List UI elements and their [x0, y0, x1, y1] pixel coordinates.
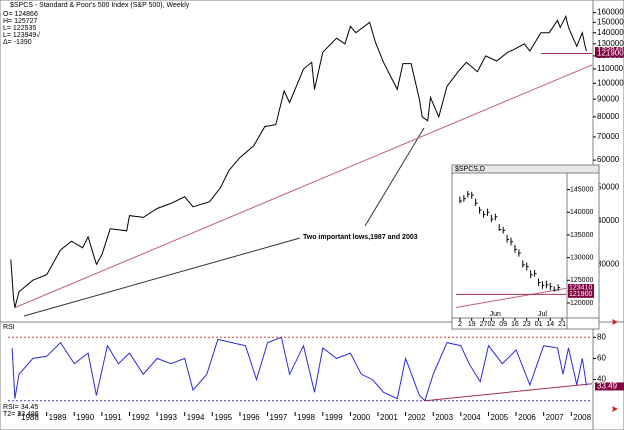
x-tick-label: 2006: [518, 413, 536, 422]
x-tick-label: 1996: [242, 413, 260, 422]
x-tick-label: 1991: [104, 413, 122, 422]
x-tick-label: 1992: [131, 413, 149, 422]
arrow: [364, 127, 425, 227]
value-marker-label: 123410: [569, 284, 592, 291]
x-tick-label: 2008: [573, 413, 591, 422]
x-tick-label: 2003: [435, 413, 453, 422]
x-tick-label: 2001: [380, 413, 398, 422]
x-tick-label: 1988: [21, 413, 39, 422]
info-line: O= 124866: [3, 11, 38, 18]
x-tick-label: 1994: [187, 413, 205, 422]
value-marker: [568, 283, 594, 291]
price-line: [11, 336, 587, 402]
x-tick-label: 1989: [49, 413, 67, 422]
trendline: [14, 64, 593, 309]
y-tick-label: 160000: [597, 8, 624, 17]
value-marker: [595, 382, 624, 391]
x-tick-label: 1998: [297, 413, 315, 422]
x-tick-label: 21: [558, 321, 566, 328]
x-tick-label: 16: [511, 321, 519, 328]
x-tick-label: 01: [535, 321, 543, 328]
x-tick-label: 14: [546, 321, 554, 328]
inset-title: $SPCS,D: [455, 166, 485, 173]
x-tick-label: 2004: [463, 413, 481, 422]
x-tick-label: 02: [487, 321, 495, 328]
value-marker-label: 33.49: [597, 382, 618, 391]
readout: T2= 33.486: [3, 411, 39, 418]
y-tick-label: 70000: [597, 132, 620, 141]
x-tick-label: 23: [523, 321, 531, 328]
inset-window: [451, 164, 600, 330]
info-line: Δ= -1390: [3, 39, 32, 46]
info-line: H= 125727: [3, 18, 38, 25]
annotation: Two important lows,1987 and 2003: [303, 234, 418, 241]
y-tick-label: 40: [597, 375, 606, 384]
x-tick-label: 1993: [159, 413, 177, 422]
y-tick-label: 140000: [570, 209, 593, 216]
x-tick-label: 2005: [490, 413, 508, 422]
info-line: L= 122535: [3, 25, 36, 32]
value-marker: [595, 49, 624, 58]
x-tick-label: 1990: [76, 413, 94, 422]
x-tick-label: 2002: [408, 413, 426, 422]
y-tick-label: 150000: [597, 17, 624, 26]
pane-title: RSI: [3, 324, 15, 331]
y-tick-label: 30000: [597, 259, 620, 268]
readout: RSI= 34.45: [3, 404, 38, 411]
y-tick-label: 80: [597, 332, 606, 341]
scroll-arrow[interactable]: [612, 406, 618, 412]
y-tick-label: 60000: [597, 155, 620, 164]
y-tick-label: 90000: [597, 94, 620, 103]
trendline: [455, 287, 567, 308]
info-box: O= 124866 H= 125727 L= 122535 L= 123949√…: [3, 11, 40, 46]
y-tick-label: 125000: [570, 277, 593, 284]
y-tick-label: 130000: [597, 39, 624, 48]
y-tick-label: 120000: [570, 300, 593, 307]
y-tick-label: 135000: [570, 232, 593, 239]
y-tick-label: 50000: [597, 183, 620, 192]
y-tick-label: 140000: [597, 28, 624, 37]
x-tick-label: 1997: [270, 413, 288, 422]
y-tick-label: 40000: [597, 216, 620, 225]
inset-titlebar: [451, 164, 600, 174]
x-tick-label: 1995: [214, 413, 232, 422]
arrow: [23, 237, 301, 317]
y-tick-label: 145000: [570, 186, 593, 193]
x-tick-label: 2007: [546, 413, 564, 422]
y-tick-label: 60: [597, 354, 606, 363]
window-title: $SPCS - Standard & Poor's 500 Index (S&P…: [10, 2, 190, 9]
x-tick-label: 2000: [352, 413, 370, 422]
y-tick-label: 100000: [597, 78, 624, 87]
price-line: [10, 14, 587, 308]
x-tick-label: 2: [458, 321, 462, 328]
trendline: [424, 383, 593, 402]
y-tick-label: 110000: [597, 64, 624, 73]
x-tick-label: 1999: [325, 413, 343, 422]
value-marker-label: 121900: [569, 291, 592, 298]
scroll-arrow[interactable]: [612, 319, 618, 325]
month-label: Jun: [490, 311, 501, 318]
value-marker: [568, 290, 594, 298]
info-line: L= 123949√: [3, 31, 40, 39]
y-tick-label: 80000: [597, 112, 620, 121]
y-tick-label: 130000: [570, 254, 593, 261]
month-label: Jul: [538, 311, 547, 318]
x-tick-label: 09: [499, 321, 507, 328]
x-tick-label: 27: [480, 321, 488, 328]
value-marker-label: 121900: [597, 49, 624, 58]
x-tick-label: 19: [468, 321, 476, 328]
